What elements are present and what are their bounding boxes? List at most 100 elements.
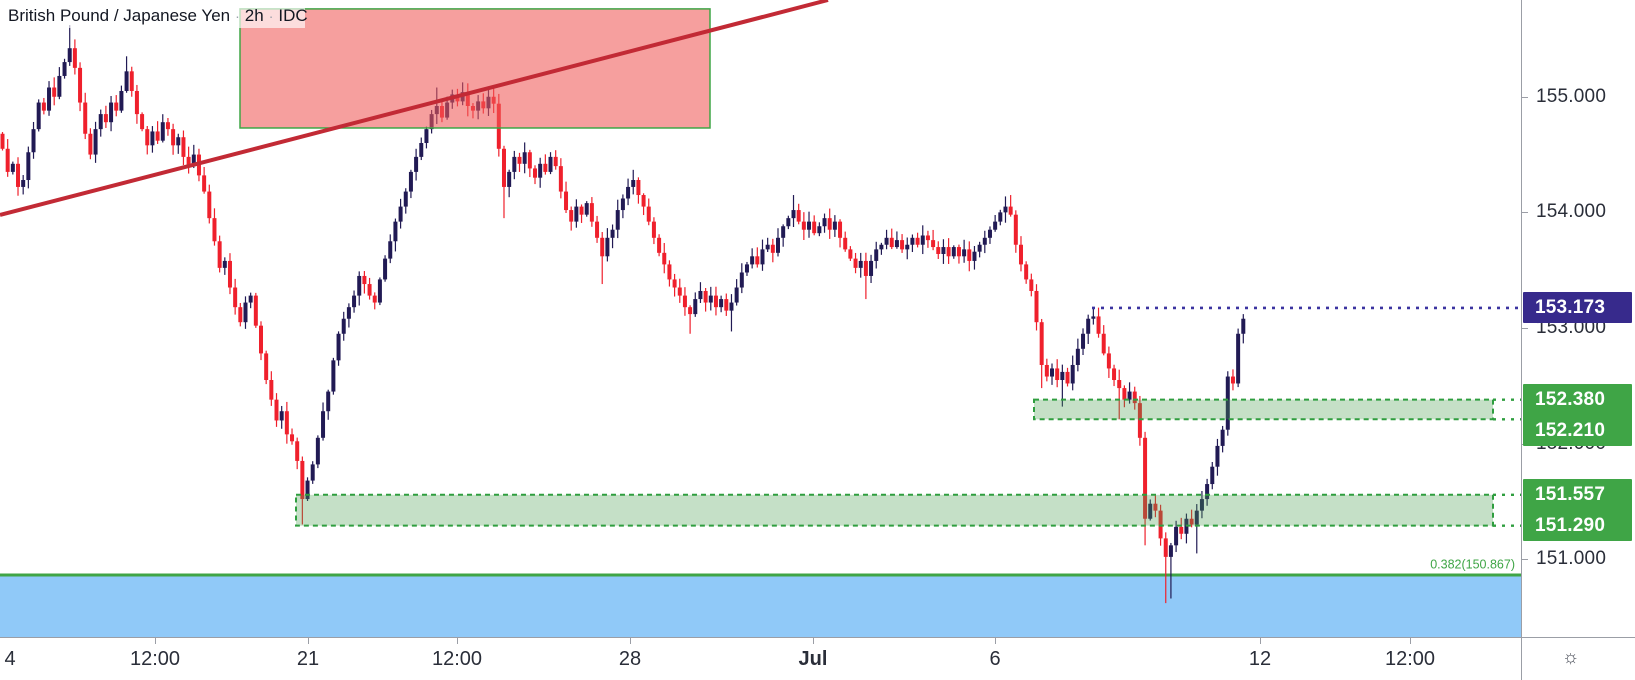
title-separator: · [268, 8, 274, 24]
candle-body [905, 244, 910, 250]
candle-body [894, 240, 899, 248]
candle-body [1236, 333, 1241, 384]
candle-body [0, 133, 5, 149]
candle-body [900, 240, 905, 250]
candle-body [533, 168, 538, 178]
candle-body [414, 156, 419, 172]
candle-body [522, 152, 527, 164]
trendline[interactable] [0, 0, 829, 217]
level-price-badge: 151.557 151.290 [1523, 479, 1632, 542]
candle-body [227, 260, 232, 288]
candle-body [1132, 391, 1137, 404]
supply-red-zone[interactable] [239, 8, 711, 129]
exchange-label: IDC [278, 6, 308, 25]
candle-body [1091, 316, 1096, 319]
candle-body [982, 237, 987, 245]
chart-canvas[interactable]: 0.382(150.867) [0, 0, 1521, 637]
candle-body [367, 284, 372, 296]
price-tick-mark [1522, 212, 1528, 214]
axis-corner-separator [1521, 638, 1522, 680]
time-tick-label: 12:00 [431, 648, 483, 670]
candle-body [119, 90, 124, 111]
candle-body [595, 221, 600, 238]
candle-body [1101, 333, 1106, 354]
candle-body [610, 229, 615, 238]
candle-body [1158, 510, 1163, 539]
candle-body [47, 87, 52, 111]
candle-body [1039, 322, 1044, 365]
candle-body [838, 221, 843, 238]
candle-body [1013, 214, 1018, 245]
demand-green-lower-zone[interactable] [295, 493, 1494, 527]
candle-body [331, 360, 336, 392]
candle-body [584, 203, 589, 215]
time-axis[interactable]: ☼ 4 12:00 21 12:00 28 Jul 6 12 12:00 [0, 637, 1635, 680]
candle-body [615, 210, 620, 230]
candle-body [977, 244, 982, 252]
title-backdrop [0, 0, 305, 28]
candle-body [1081, 333, 1086, 349]
candle-body [558, 166, 563, 192]
candle-body [1179, 526, 1184, 534]
candle-body [517, 156, 522, 164]
candle-body [259, 325, 263, 354]
candle-body [321, 411, 326, 438]
candle-body [1003, 206, 1008, 213]
price-tick-mark [1522, 559, 1528, 561]
interval-label[interactable]: 2h [244, 6, 264, 25]
time-tick-mark [308, 638, 309, 644]
candle-body [36, 102, 41, 130]
candle-body [512, 156, 517, 172]
candle-body [26, 152, 31, 181]
candle-body [693, 299, 698, 315]
candle-body [300, 460, 305, 500]
candle-body [553, 156, 558, 167]
candle-body [1018, 244, 1023, 265]
candle-body [212, 218, 217, 242]
time-tick-label: 4 [4, 648, 16, 670]
candle-body [817, 226, 822, 234]
time-tick-mark [1410, 638, 1411, 644]
candle-body [750, 256, 755, 265]
candle-body [383, 258, 388, 280]
candle-body [651, 221, 656, 238]
candle-body [393, 221, 398, 242]
candle-body [181, 137, 186, 157]
time-tick-label: 12 [1248, 648, 1272, 670]
candle-body [388, 241, 393, 259]
candle-body [52, 87, 57, 97]
candle-body [822, 218, 827, 227]
candle-body [315, 437, 320, 465]
axis-settings-icon[interactable]: ☼ [1562, 647, 1580, 668]
candle-body [93, 129, 98, 155]
time-tick-label: 6 [989, 648, 1001, 670]
candle-body [791, 210, 796, 219]
candle-body [419, 143, 424, 157]
candle-body [134, 90, 139, 115]
candle-body [879, 244, 884, 250]
time-tick-mark [995, 638, 996, 644]
candle-body [760, 249, 765, 265]
candle-body [713, 295, 718, 308]
fib-zone-blue[interactable] [0, 575, 1521, 637]
candle-body [217, 241, 222, 268]
time-tick-mark [1260, 638, 1261, 644]
candle-body [1143, 437, 1148, 519]
candle-body [605, 237, 610, 257]
demand-green-upper-zone[interactable] [1033, 398, 1494, 421]
candle-body [1112, 368, 1117, 381]
price-badge-value: 151.290 [1535, 515, 1606, 537]
candle-body [724, 299, 729, 311]
candle-body [1225, 376, 1230, 430]
candle-body [1163, 538, 1168, 557]
candle-body [233, 287, 238, 308]
candle-body [889, 237, 894, 248]
price-axis[interactable]: 155.000154.000153.000152.000151.000153.1… [1521, 0, 1635, 637]
candle-body [1106, 353, 1111, 369]
symbol-title[interactable]: British Pound / Japanese Yen · 2h · IDC [8, 6, 308, 26]
candle-body [114, 102, 119, 111]
candle-body [341, 318, 346, 334]
candle-body [264, 353, 269, 381]
candle-body [972, 251, 977, 261]
candle-body [150, 131, 155, 146]
